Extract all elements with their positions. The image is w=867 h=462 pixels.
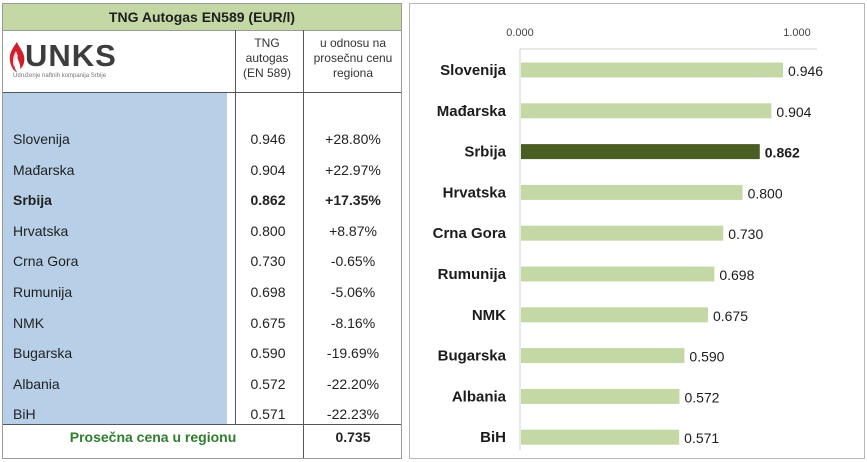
row-price: 0.904 bbox=[250, 161, 286, 178]
table-row: Srbija 0.862 +17.35% bbox=[3, 185, 401, 215]
bar bbox=[521, 62, 784, 78]
footer-divider bbox=[3, 424, 401, 425]
header-divider bbox=[3, 92, 401, 93]
table-row: Bugarska 0.590 -19.69% bbox=[3, 338, 401, 368]
table-row: Rumunija 0.698 -5.06% bbox=[3, 277, 401, 307]
data-label: 0.946 bbox=[788, 63, 823, 79]
category-label: BiH bbox=[480, 429, 506, 446]
row-country: Hrvatska bbox=[13, 222, 69, 239]
row-price: 0.730 bbox=[250, 253, 286, 270]
diff-header-line: regiona bbox=[332, 66, 374, 80]
table-row: NMK 0.675 -8.16% bbox=[3, 308, 401, 338]
bar bbox=[521, 184, 743, 200]
row-diff: -5.06% bbox=[330, 284, 376, 300]
price-header-line: TNG bbox=[254, 36, 280, 50]
diff-header-line: u odnosu na bbox=[319, 36, 387, 50]
diff-header-line: prosečnu cenu bbox=[313, 51, 393, 65]
flame-icon bbox=[9, 42, 25, 72]
diff-column-header: u odnosu na prosečnu cenu regiona bbox=[305, 36, 401, 81]
row-price: 0.571 bbox=[250, 406, 286, 423]
category-label: Crna Gora bbox=[433, 225, 507, 242]
price-header-line: (EN 589) bbox=[242, 66, 292, 80]
table-row: BiH 0.571 -22.23% bbox=[3, 399, 401, 429]
bar bbox=[521, 266, 715, 282]
table-title: TNG Autogas EN589 (EUR/l) bbox=[3, 4, 401, 31]
category-label: NMK bbox=[472, 307, 506, 324]
row-country: Srbija bbox=[13, 192, 52, 209]
table-row: Crna Gora 0.730 -0.65% bbox=[3, 246, 401, 276]
bar bbox=[521, 429, 680, 445]
column-divider bbox=[303, 30, 304, 458]
row-diff: +17.35% bbox=[325, 192, 381, 209]
row-price: 0.862 bbox=[250, 192, 286, 209]
row-price: 0.698 bbox=[250, 284, 286, 300]
table-row: Albania 0.572 -22.20% bbox=[3, 369, 401, 399]
row-country: Slovenija bbox=[13, 131, 70, 147]
row-country: Bugarska bbox=[13, 345, 73, 362]
row-diff: -8.16% bbox=[330, 314, 376, 331]
category-label: Hrvatska bbox=[443, 184, 507, 201]
row-diff: +8.87% bbox=[329, 222, 377, 239]
category-label: Bugarska bbox=[438, 348, 507, 365]
country-column-background bbox=[3, 93, 227, 425]
data-label: 0.730 bbox=[728, 226, 763, 242]
category-label: Albania bbox=[452, 388, 507, 405]
x-tick-label: 0.000 bbox=[506, 27, 534, 39]
price-table: TNG Autogas EN589 (EUR/l) UNKS Udruženje… bbox=[2, 3, 402, 459]
row-price: 0.675 bbox=[250, 314, 286, 331]
bar bbox=[521, 307, 708, 323]
table-row: Hrvatska 0.800 +8.87% bbox=[3, 216, 401, 246]
row-diff: -22.20% bbox=[326, 375, 380, 392]
bar-chart-svg: 0.000 1.000 Slovenija 0.946 Mađarska 0.904 Srb… bbox=[433, 27, 823, 450]
x-tick-label: 1.000 bbox=[783, 27, 811, 39]
row-country: BiH bbox=[13, 406, 36, 423]
average-value: 0.735 bbox=[335, 429, 371, 445]
data-label: 0.590 bbox=[689, 349, 724, 365]
logo-brand: UNKS bbox=[25, 38, 117, 73]
row-country: Rumunija bbox=[13, 284, 73, 300]
row-country: Crna Gora bbox=[13, 253, 79, 270]
row-diff: -22.23% bbox=[326, 406, 380, 423]
price-column-header: TNG autogas (EN 589) bbox=[233, 36, 301, 81]
bar bbox=[521, 225, 724, 241]
row-diff: +22.97% bbox=[325, 161, 381, 178]
data-label: 0.800 bbox=[748, 185, 783, 201]
row-country: Mađarska bbox=[13, 161, 75, 178]
data-label: 0.904 bbox=[776, 104, 811, 120]
data-label: 0.572 bbox=[684, 389, 719, 405]
row-price: 0.590 bbox=[250, 345, 286, 362]
bar-chart: 0.000 1.000 Slovenija 0.946 Mađarska 0.904 Srb… bbox=[409, 3, 865, 459]
table-row: Mađarska 0.904 +22.97% bbox=[3, 155, 401, 185]
column-divider bbox=[235, 30, 236, 424]
bar bbox=[521, 103, 772, 119]
row-country: Albania bbox=[13, 375, 60, 392]
category-label: Mađarska bbox=[437, 103, 507, 120]
row-price: 0.800 bbox=[250, 222, 286, 239]
category-label: Slovenija bbox=[440, 62, 507, 79]
bar bbox=[521, 348, 685, 364]
category-label: Rumunija bbox=[438, 266, 507, 283]
row-price: 0.946 bbox=[250, 131, 286, 147]
average-label: Prosečna cena u regionu bbox=[69, 429, 237, 445]
table-row: Slovenija 0.946 +28.80% bbox=[3, 124, 401, 154]
row-diff: -0.65% bbox=[330, 253, 376, 270]
data-label: 0.698 bbox=[719, 267, 754, 283]
price-header-line: autogas bbox=[245, 51, 289, 65]
row-price: 0.572 bbox=[250, 375, 286, 392]
row-diff: -19.69% bbox=[326, 345, 380, 362]
data-label: 0.862 bbox=[765, 145, 800, 161]
unks-logo: UNKS Udruženje naftnih kompanija Srbije bbox=[7, 38, 147, 83]
row-country: NMK bbox=[13, 314, 45, 331]
row-diff: +28.80% bbox=[325, 131, 381, 147]
bar bbox=[521, 144, 760, 160]
data-label: 0.675 bbox=[713, 308, 748, 324]
data-label: 0.571 bbox=[684, 430, 719, 446]
category-label: Srbija bbox=[464, 144, 506, 161]
bar bbox=[521, 388, 680, 404]
logo-tagline: Udruženje naftnih kompanija Srbije bbox=[13, 73, 107, 79]
